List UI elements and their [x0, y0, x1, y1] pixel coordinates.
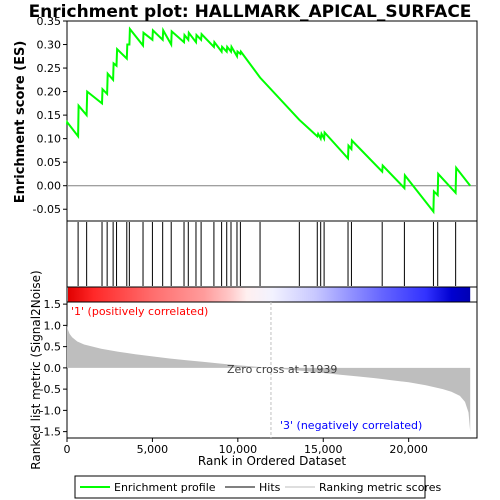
rank-x-tick-label: 10,000	[219, 443, 258, 456]
enrichment-panel-frame	[66, 20, 478, 222]
hits-panel	[66, 220, 478, 288]
metric-y-tick-label: 0.5	[44, 341, 62, 354]
negative-correlation-label: '3' (negatively correlated)	[280, 419, 422, 432]
rank-x-axis-label: Rank in Ordered Dataset	[198, 454, 346, 468]
es-y-tick-label: 0.10	[37, 133, 62, 146]
legend: Enrichment profile Hits Ranking metric s…	[74, 475, 441, 499]
rank-x-tick-label: 20,000	[389, 443, 428, 456]
metric-y-tick-label: 1.0	[44, 319, 62, 332]
es-y-tick-label: 0.20	[37, 86, 62, 99]
es-y-tick-label: 0.30	[37, 39, 62, 52]
enrichment-y-axis-label: Enrichment score (ES)	[13, 41, 28, 204]
zero-cross-label: Zero cross at 11939	[227, 363, 337, 376]
positive-correlation-label: '1' (positively correlated)	[71, 305, 208, 318]
metric-y-tick-label: -1.5	[40, 426, 61, 439]
ranking-metric-area	[67, 325, 471, 432]
metric-y-tick-label: -0.5	[40, 383, 61, 396]
es-y-tick-label: 0.15	[37, 109, 62, 122]
legend-label-enrichment-profile: Enrichment profile	[114, 481, 216, 494]
es-y-tick-label: 0.05	[37, 156, 62, 169]
metric-y-tick-label: 1.5	[44, 298, 62, 311]
es-y-tick-label: 0.35	[37, 15, 62, 28]
ranked-list-colorbar	[68, 287, 471, 302]
colorbar-panel	[66, 286, 478, 303]
enrichment-profile-line	[66, 26, 471, 215]
ranked-metric-y-axis-label: Ranked list metric (Signal2Noise)	[29, 270, 43, 469]
es-y-tick-label: -0.05	[33, 203, 61, 216]
enrichment-panel: -0.05 0.00 0.05 0.10 0.15 0.20 0.25 0.30 0.35 En…	[13, 15, 478, 222]
rank-x-tick-label: 15,000	[304, 443, 343, 456]
hits-panel-frame	[66, 220, 478, 288]
rank-x-tick-label: 5,000	[137, 443, 169, 456]
es-y-tick-label: 0.00	[37, 180, 62, 193]
chart-title: Enrichment plot: HALLMARK_APICAL_SURFACE	[29, 2, 472, 22]
es-y-tick-label: 0.25	[37, 62, 62, 75]
metric-y-tick-label: 0.0	[44, 362, 62, 375]
legend-label-ranking-metric: Ranking metric scores	[319, 481, 441, 494]
rank-x-tick-label: 0	[64, 443, 71, 456]
legend-label-hits: Hits	[259, 481, 281, 494]
metric-y-tick-label: -1.0	[40, 404, 61, 417]
ranked-metric-panel: -1.5 -1.0 -0.5 0.0 0.5 1.0 1.5 0 5,000 10,000 15,…	[29, 270, 478, 470]
